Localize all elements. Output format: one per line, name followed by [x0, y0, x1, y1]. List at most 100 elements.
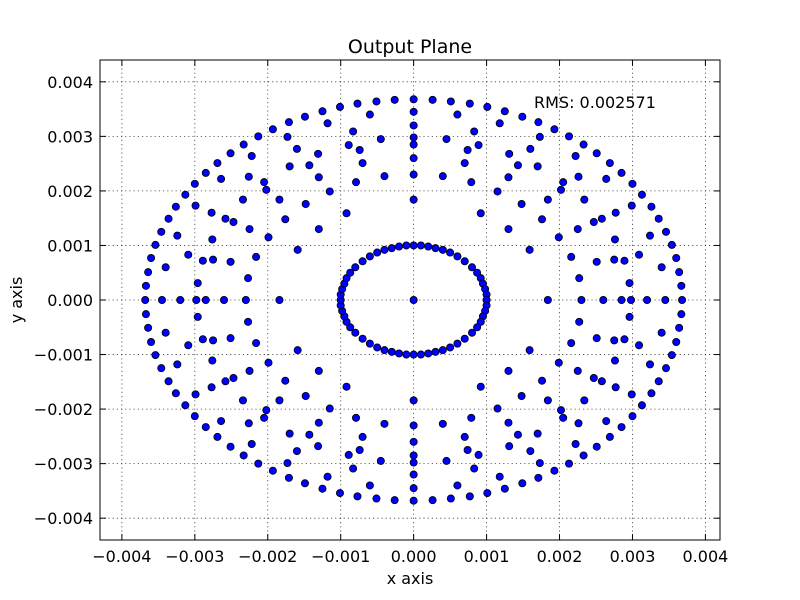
scatter-point — [592, 442, 601, 451]
scatter-point — [438, 245, 447, 254]
scatter-point — [554, 358, 563, 367]
scatter-point — [147, 337, 156, 346]
scatter-point — [281, 215, 290, 224]
scatter-point — [647, 389, 656, 398]
scatter-point — [358, 257, 367, 266]
scatter-point — [565, 132, 574, 141]
scatter-point — [372, 494, 381, 503]
scatter-point — [409, 496, 418, 505]
scatter-point — [463, 445, 472, 454]
scatter-point — [460, 334, 469, 343]
scatter-point — [390, 95, 399, 104]
scatter-point — [352, 178, 361, 187]
scatter-point — [675, 323, 684, 332]
y-tick-label: 0.002 — [47, 182, 93, 201]
scatter-point — [470, 127, 479, 136]
scatter-point — [637, 401, 646, 410]
scatter-point — [208, 356, 217, 365]
scatter-point — [342, 274, 351, 283]
scatter-point — [349, 127, 358, 136]
scatter-point — [460, 257, 469, 266]
scatter-point — [431, 244, 440, 253]
scatter-point — [513, 430, 522, 439]
scatter-point — [620, 256, 629, 265]
scatter-point — [314, 442, 323, 451]
scatter-point — [635, 250, 644, 259]
scatter-point — [535, 132, 544, 141]
scatter-point — [556, 406, 565, 415]
x-tick-label: 0.004 — [683, 547, 729, 566]
scatter-point — [380, 172, 389, 181]
rms-annotation: RMS: 0.002571 — [534, 93, 656, 112]
scatter-point — [209, 255, 218, 264]
scatter-point — [504, 225, 513, 234]
scatter-point — [525, 245, 534, 254]
scatter-point — [409, 458, 418, 467]
scatter-point — [559, 178, 568, 187]
scatter-point — [144, 268, 153, 277]
scatter-point — [181, 401, 190, 410]
scatter-point — [409, 133, 418, 142]
scatter-point — [192, 295, 201, 304]
scatter-point — [254, 459, 263, 468]
scatter-point — [589, 373, 598, 382]
scatter-point — [565, 459, 574, 468]
scatter-point — [620, 335, 629, 344]
scatter-point — [373, 343, 382, 352]
y-tick-label: −0.001 — [34, 346, 93, 365]
scatter-point — [550, 466, 559, 475]
scatter-point — [376, 456, 385, 465]
scatter-point — [504, 418, 513, 427]
x-tick-label: −0.004 — [92, 547, 151, 566]
scatter-point — [465, 492, 474, 501]
scatter-point — [254, 132, 263, 141]
scatter-point — [628, 179, 637, 188]
scatter-point — [325, 404, 334, 413]
scatter-point — [217, 174, 226, 183]
scatter-point — [513, 161, 522, 170]
scatter-point — [157, 364, 166, 373]
scatter-point — [353, 99, 362, 108]
scatter-point — [285, 429, 294, 438]
scatter-point — [599, 295, 608, 304]
y-tick-labels: −0.004 −0.003 −0.002 −0.001 0.000 0.001 0.002 0… — [34, 73, 93, 528]
scatter-point — [579, 140, 588, 149]
scatter-point — [283, 459, 292, 468]
scatter-point — [533, 429, 542, 438]
scatter-point — [424, 242, 433, 251]
scatter-point — [245, 366, 254, 375]
scatter-point — [193, 279, 202, 288]
scatter-point — [409, 451, 418, 460]
scatter-point — [597, 214, 606, 223]
scatter-point — [575, 274, 584, 283]
scatter-point — [442, 456, 451, 465]
scatter-point — [647, 202, 656, 211]
scatter-point — [574, 419, 583, 428]
scatter-point — [473, 268, 482, 277]
scatter-point — [571, 151, 580, 160]
x-tick-labels: −0.004 −0.003 −0.002 −0.001 0.000 0.001 0.002 0… — [92, 547, 728, 566]
scatter-point — [141, 281, 150, 290]
scatter-point — [260, 413, 269, 422]
scatter-point — [474, 141, 483, 150]
scatter-point — [300, 479, 309, 488]
scatter-point — [344, 450, 353, 459]
scatter-point — [402, 241, 411, 250]
scatter-point — [285, 162, 294, 171]
scatter-point — [409, 195, 418, 204]
scatter-point — [164, 214, 173, 223]
scatter-point — [335, 102, 344, 111]
scatter-point — [559, 413, 568, 422]
scatter-point — [293, 346, 302, 355]
scatter-point — [190, 412, 199, 421]
scatter-point — [446, 248, 455, 257]
scatter-point — [500, 107, 509, 116]
scatter-point — [247, 151, 256, 160]
scatter-point — [428, 95, 437, 104]
scatter-point — [495, 119, 504, 128]
scatter-point — [209, 336, 218, 345]
scatter-point — [474, 450, 483, 459]
scatter-point — [281, 376, 290, 385]
y-tick-label: 0.004 — [47, 73, 93, 92]
scatter-point — [525, 346, 534, 355]
